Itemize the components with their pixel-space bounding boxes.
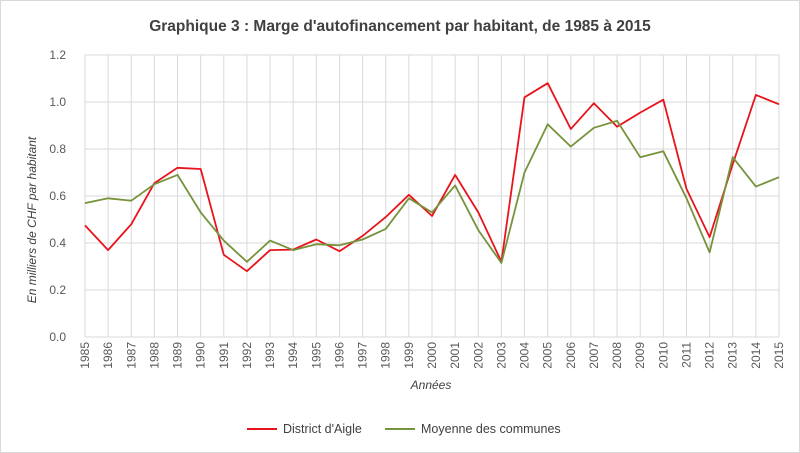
y-axis-ticks: 0.0 0.2 0.4 0.6 0.8 1.0 1.2 bbox=[49, 48, 66, 344]
x-tick-label: 2006 bbox=[564, 342, 578, 369]
x-tick-label: 1985 bbox=[78, 342, 92, 369]
x-tick-label: 2008 bbox=[610, 342, 624, 369]
x-tick-label: 1987 bbox=[124, 342, 138, 369]
x-tick-label: 1988 bbox=[147, 342, 161, 369]
x-tick-label: 2010 bbox=[656, 342, 670, 369]
y-tick-label: 0.0 bbox=[49, 330, 66, 344]
x-axis-title: Années bbox=[410, 378, 452, 392]
y-tick-label: 0.4 bbox=[49, 236, 66, 250]
x-tick-label: 1997 bbox=[356, 342, 370, 369]
legend-label-moyenne: Moyenne des communes bbox=[421, 422, 561, 436]
series-line-district bbox=[84, 82, 780, 273]
x-tick-label: 2015 bbox=[772, 342, 786, 369]
x-tick-label: 1989 bbox=[171, 342, 185, 369]
x-tick-label: 2011 bbox=[679, 342, 693, 368]
y-tick-label: 0.6 bbox=[49, 189, 66, 203]
legend: District d'Aigle Moyenne des communes bbox=[247, 422, 561, 436]
series-line-moyenne bbox=[84, 119, 780, 264]
x-tick-label: 1994 bbox=[286, 342, 300, 369]
x-tick-label: 1993 bbox=[263, 342, 277, 369]
grid bbox=[84, 54, 780, 338]
x-tick-label: 2009 bbox=[633, 342, 647, 369]
legend-label-district: District d'Aigle bbox=[283, 422, 362, 436]
y-tick-label: 1.0 bbox=[49, 95, 66, 109]
x-tick-label: 1999 bbox=[402, 342, 416, 369]
x-tick-label: 2014 bbox=[749, 342, 763, 369]
x-tick-label: 1992 bbox=[240, 342, 254, 369]
x-tick-label: 2001 bbox=[448, 342, 462, 369]
x-axis-ticks: 1985 1986 1987 1988 1989 1990 1991 1992 1993 1994… bbox=[78, 342, 786, 369]
x-tick-label: 2000 bbox=[425, 342, 439, 369]
x-tick-label: 1990 bbox=[194, 342, 208, 369]
x-tick-label: 2012 bbox=[703, 342, 717, 369]
x-tick-label: 1996 bbox=[332, 342, 346, 369]
y-axis-title: En milliers de CHF par habitant bbox=[25, 136, 39, 303]
x-tick-label: 2005 bbox=[541, 342, 555, 369]
y-tick-label: 0.8 bbox=[49, 142, 66, 156]
x-tick-label: 2004 bbox=[518, 342, 532, 369]
x-tick-label: 1986 bbox=[101, 342, 115, 369]
x-tick-label: 2003 bbox=[494, 342, 508, 369]
y-tick-label: 1.2 bbox=[49, 48, 66, 62]
x-tick-label: 2013 bbox=[726, 342, 740, 369]
x-tick-label: 2002 bbox=[471, 342, 485, 369]
y-tick-label: 0.2 bbox=[49, 283, 66, 297]
x-tick-label: 1995 bbox=[309, 342, 323, 369]
x-tick-label: 2007 bbox=[587, 342, 601, 369]
series-group bbox=[84, 82, 780, 273]
x-tick-label: 1991 bbox=[217, 342, 231, 369]
x-tick-label: 1998 bbox=[379, 342, 393, 369]
chart-title: Graphique 3 : Marge d'autofinancement pa… bbox=[149, 18, 651, 35]
